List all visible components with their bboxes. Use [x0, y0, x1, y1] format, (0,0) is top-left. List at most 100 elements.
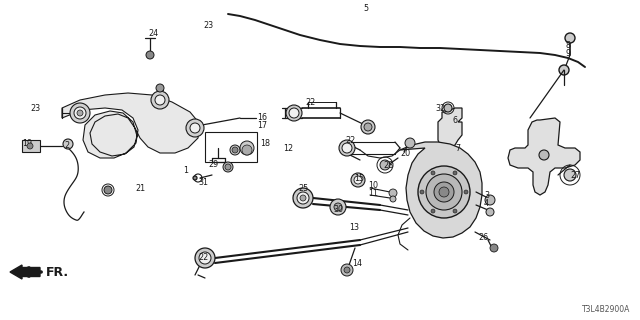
- Circle shape: [70, 103, 90, 123]
- Text: 17: 17: [257, 121, 267, 130]
- Text: 10: 10: [368, 180, 378, 189]
- Circle shape: [195, 248, 215, 268]
- Text: 18: 18: [260, 139, 270, 148]
- Circle shape: [361, 120, 375, 134]
- Text: 8: 8: [565, 41, 570, 50]
- Circle shape: [342, 143, 352, 153]
- Text: 11: 11: [368, 188, 378, 197]
- Circle shape: [156, 84, 164, 92]
- Text: 12: 12: [283, 143, 293, 153]
- Circle shape: [341, 264, 353, 276]
- Circle shape: [389, 189, 397, 197]
- Circle shape: [490, 244, 498, 252]
- Polygon shape: [62, 93, 200, 158]
- Circle shape: [439, 187, 449, 197]
- Text: 20: 20: [400, 148, 410, 157]
- Text: 32: 32: [435, 103, 445, 113]
- Circle shape: [453, 171, 457, 175]
- Circle shape: [289, 108, 299, 118]
- Circle shape: [232, 147, 238, 153]
- Circle shape: [364, 123, 372, 131]
- Circle shape: [444, 104, 452, 112]
- Text: 28: 28: [383, 161, 393, 170]
- Circle shape: [74, 107, 86, 119]
- FancyArrow shape: [10, 265, 40, 279]
- Circle shape: [344, 267, 350, 273]
- Circle shape: [330, 199, 346, 215]
- Text: 6: 6: [452, 116, 457, 124]
- Circle shape: [334, 203, 342, 211]
- Text: 19: 19: [22, 139, 32, 148]
- Bar: [205, 132, 257, 162]
- Polygon shape: [400, 142, 482, 238]
- Text: 5: 5: [363, 4, 368, 12]
- Circle shape: [77, 110, 83, 116]
- Circle shape: [186, 119, 204, 137]
- Text: 1: 1: [183, 165, 188, 174]
- Polygon shape: [438, 108, 462, 148]
- Circle shape: [431, 209, 435, 213]
- Text: 23: 23: [30, 103, 40, 113]
- Circle shape: [420, 190, 424, 194]
- Circle shape: [453, 209, 457, 213]
- Circle shape: [230, 145, 240, 155]
- Text: 23: 23: [203, 20, 213, 29]
- Text: 25: 25: [298, 183, 308, 193]
- Text: 7: 7: [455, 143, 460, 153]
- Text: 14: 14: [352, 260, 362, 268]
- Text: 16: 16: [257, 113, 267, 122]
- Circle shape: [190, 123, 200, 133]
- Circle shape: [193, 176, 197, 180]
- Circle shape: [539, 150, 549, 160]
- Text: 4: 4: [484, 199, 489, 209]
- Circle shape: [27, 143, 33, 149]
- Text: 2: 2: [64, 140, 69, 149]
- Text: 26: 26: [478, 234, 488, 243]
- Circle shape: [434, 182, 454, 202]
- Circle shape: [564, 169, 576, 181]
- Circle shape: [225, 164, 231, 170]
- Text: 22: 22: [198, 252, 208, 261]
- Text: FR.: FR.: [46, 266, 69, 278]
- Circle shape: [293, 188, 313, 208]
- Text: 30: 30: [333, 205, 343, 214]
- Text: 15: 15: [354, 173, 364, 182]
- Circle shape: [464, 190, 468, 194]
- Circle shape: [426, 174, 462, 210]
- Text: 31: 31: [198, 178, 208, 187]
- Text: 9: 9: [565, 49, 570, 58]
- Circle shape: [431, 171, 435, 175]
- Circle shape: [339, 140, 355, 156]
- Circle shape: [155, 95, 165, 105]
- Circle shape: [565, 33, 575, 43]
- Text: 22: 22: [345, 135, 355, 145]
- Circle shape: [286, 105, 302, 121]
- Circle shape: [242, 145, 252, 155]
- Circle shape: [63, 139, 73, 149]
- Circle shape: [405, 138, 415, 148]
- Bar: [22, 140, 40, 152]
- Circle shape: [297, 192, 309, 204]
- Text: 21: 21: [135, 183, 145, 193]
- Circle shape: [354, 176, 362, 184]
- Circle shape: [104, 186, 112, 194]
- Circle shape: [351, 173, 365, 187]
- Text: 24: 24: [148, 28, 158, 37]
- Circle shape: [300, 195, 306, 201]
- Circle shape: [240, 141, 254, 155]
- Circle shape: [146, 51, 154, 59]
- Polygon shape: [508, 118, 580, 195]
- Circle shape: [380, 160, 390, 170]
- Text: 3: 3: [484, 191, 489, 201]
- Circle shape: [418, 166, 470, 218]
- Circle shape: [223, 162, 233, 172]
- Text: 29: 29: [208, 159, 218, 169]
- Circle shape: [199, 252, 211, 264]
- Circle shape: [485, 195, 495, 205]
- Circle shape: [559, 65, 569, 75]
- Circle shape: [486, 208, 494, 216]
- Text: 22: 22: [305, 98, 316, 107]
- Circle shape: [390, 196, 396, 202]
- Text: T3L4B2900A: T3L4B2900A: [582, 305, 630, 314]
- Text: 13: 13: [349, 222, 359, 231]
